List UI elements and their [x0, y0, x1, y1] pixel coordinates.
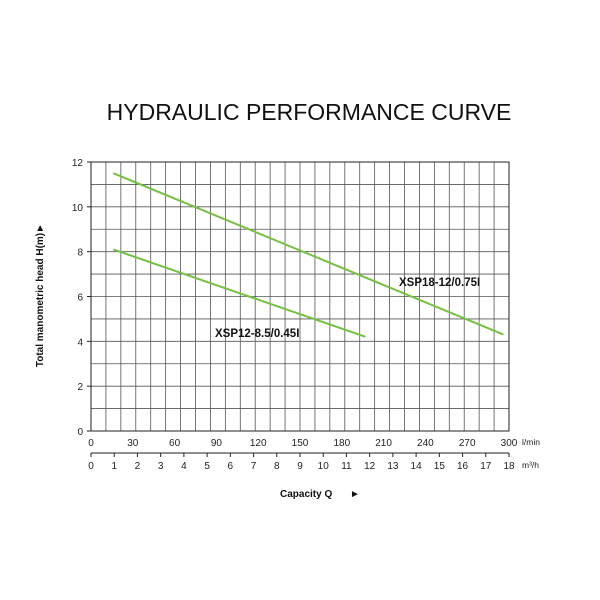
series-line-0	[112, 172, 504, 336]
x-tick-label-m3h: 13	[387, 461, 399, 472]
y-tick-label: 10	[72, 203, 84, 214]
y-tick-label: 12	[72, 158, 84, 169]
x-tick-label-m3h: 10	[318, 461, 330, 472]
y-axis-arrow: ►	[35, 223, 46, 233]
x-tick-label-m3h: 16	[457, 461, 469, 472]
y-tick-label: 6	[77, 293, 83, 304]
x-unit-m3h: m³/h	[522, 460, 539, 470]
x-tick-label-lmin: 90	[211, 438, 223, 449]
x-axis-title: Capacity Q	[280, 489, 332, 500]
x-tick-label-m3h: 14	[411, 461, 423, 472]
x-tick-label-lmin: 270	[459, 438, 476, 449]
y-axis-ticks: 0 2 4 6 8 10 12	[72, 158, 91, 438]
y-tick-label: 2	[77, 382, 83, 393]
chart-title: HYDRAULIC PERFORMANCE CURVE	[107, 99, 512, 125]
x-tick-label-m3h: 3	[158, 461, 164, 472]
x-unit-lmin: l/min	[522, 437, 540, 447]
x-tick-label-m3h: 11	[341, 461, 352, 472]
x-tick-label-m3h: 12	[364, 461, 376, 472]
x-tick-label-m3h: 9	[297, 461, 303, 472]
y-tick-label: 4	[77, 337, 83, 348]
x-tick-label-m3h: 6	[228, 461, 234, 472]
x-axis-arrow: ►	[350, 489, 360, 500]
y-axis-title: Total manometric head H(m)	[35, 233, 46, 367]
x-tick-label-m3h: 0	[88, 461, 94, 472]
series	[112, 172, 504, 338]
x-tick-label-m3h: 5	[204, 461, 210, 472]
x-axis-ticks-lmin: 0 30 60 90 120 150 180 210 240 270 300	[88, 438, 518, 449]
x-tick-label-lmin: 180	[333, 438, 350, 449]
x-tick-label-m3h: 8	[274, 461, 280, 472]
x-tick-label-lmin: 300	[501, 438, 518, 449]
x-tick-label-lmin: 120	[250, 438, 267, 449]
series-label-xsp18: XSP18-12/0.75I	[399, 277, 480, 289]
x-tick-label-lmin: 210	[375, 438, 392, 449]
x-tick-label-m3h: 7	[251, 461, 257, 472]
x-tick-label-m3h: 15	[434, 461, 446, 472]
x-tick-label-m3h: 18	[503, 461, 515, 472]
grid	[91, 162, 509, 431]
x-tick-label-m3h: 17	[480, 461, 492, 472]
x-tick-label-lmin: 240	[417, 438, 434, 449]
series-line-1	[112, 248, 366, 338]
x-tick-label-m3h: 4	[181, 461, 187, 472]
y-tick-label: 0	[77, 427, 83, 438]
x-tick-label-m3h: 1	[111, 461, 117, 472]
x-tick-label-lmin: 30	[127, 438, 139, 449]
x-tick-label-lmin: 60	[169, 438, 181, 449]
series-label-xsp12: XSP12-8.5/0.45I	[215, 328, 299, 340]
x-tick-label-lmin: 150	[292, 438, 309, 449]
x-tick-label-lmin: 0	[88, 438, 94, 449]
y-tick-label: 8	[77, 248, 83, 259]
x-tick-label-m3h: 2	[135, 461, 141, 472]
x-axis-ticks-m3h: 0 1 2 3 4 5 6 7 8 9 10 11 12 13 14 15 16 17 18	[88, 453, 515, 472]
